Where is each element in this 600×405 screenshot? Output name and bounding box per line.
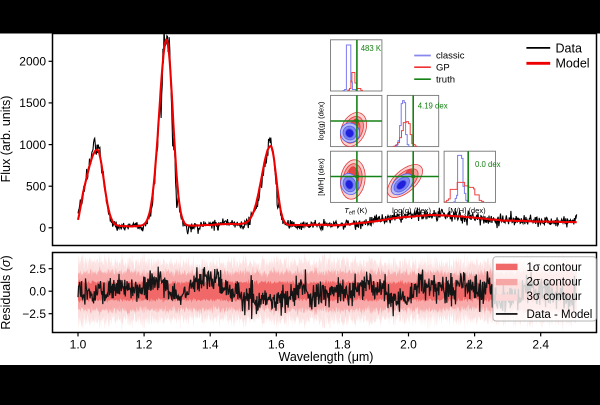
- svg-text:1.6: 1.6: [268, 338, 285, 352]
- svg-text:1.8: 1.8: [334, 338, 351, 352]
- svg-text:500: 500: [26, 179, 46, 193]
- svg-text:classic: classic: [436, 51, 465, 62]
- svg-text:1.0: 1.0: [70, 338, 87, 352]
- svg-text:[M/H] (dex): [M/H] (dex): [317, 158, 326, 196]
- svg-text:log(g) (dex): log(g) (dex): [392, 206, 431, 215]
- svg-text:2.4: 2.4: [532, 338, 549, 352]
- svg-text:truth: truth: [436, 74, 455, 85]
- svg-text:GP: GP: [436, 62, 450, 73]
- svg-text:2.0: 2.0: [400, 338, 417, 352]
- svg-text:1500: 1500: [19, 96, 46, 110]
- svg-text:Data - Model: Data - Model: [527, 309, 593, 321]
- svg-text:3σ contour: 3σ contour: [527, 291, 582, 303]
- svg-text:Residuals (σ): Residuals (σ): [0, 255, 13, 329]
- svg-text:2σ contour: 2σ contour: [527, 277, 582, 289]
- svg-text:Data: Data: [556, 41, 582, 55]
- svg-text:2.2: 2.2: [466, 338, 483, 352]
- svg-text:Teff (K): Teff (K): [344, 206, 367, 217]
- svg-text:2.5: 2.5: [29, 262, 46, 276]
- svg-text:1σ contour: 1σ contour: [527, 262, 582, 274]
- svg-text:1000: 1000: [19, 138, 46, 152]
- svg-text:0.0 dex: 0.0 dex: [475, 160, 501, 169]
- svg-text:0: 0: [39, 221, 46, 235]
- svg-text:0.0: 0.0: [29, 284, 46, 298]
- svg-text:1.4: 1.4: [202, 338, 219, 352]
- svg-text:−2.5: −2.5: [22, 307, 46, 321]
- svg-text:[M/H] (dex): [M/H] (dex): [448, 206, 486, 215]
- svg-text:Wavelength (μm): Wavelength (μm): [279, 350, 374, 364]
- svg-text:483 K: 483 K: [361, 44, 382, 53]
- svg-text:Model: Model: [556, 57, 590, 71]
- svg-text:1.2: 1.2: [136, 338, 153, 352]
- svg-text:Flux (arb. units): Flux (arb. units): [0, 96, 13, 183]
- svg-text:2000: 2000: [19, 55, 46, 69]
- svg-text:4.19 dex: 4.19 dex: [418, 102, 448, 111]
- svg-text:log(g) (dex): log(g) (dex): [317, 101, 326, 140]
